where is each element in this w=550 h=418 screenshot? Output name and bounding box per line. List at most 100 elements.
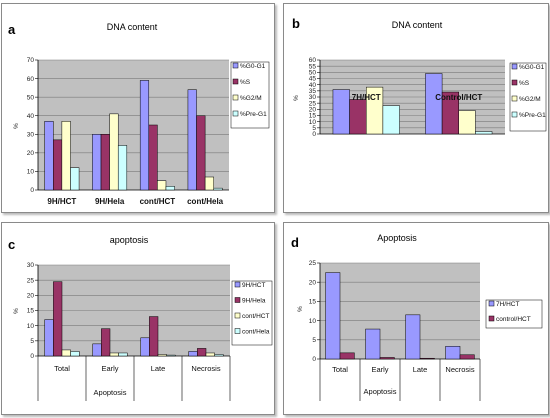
group-label: Apoptosis bbox=[364, 387, 397, 396]
y-tick-label: 70 bbox=[27, 57, 35, 64]
y-tick-label: 15 bbox=[309, 299, 317, 306]
category-label: Control/HCT bbox=[435, 93, 482, 102]
legend-label: %Pre-G1 bbox=[240, 111, 267, 118]
bar bbox=[405, 314, 421, 360]
bar bbox=[109, 113, 119, 191]
bar bbox=[61, 349, 71, 357]
chart-title: Apoptosis bbox=[377, 233, 417, 243]
y-tick-label: 5 bbox=[312, 337, 316, 344]
y-tick-label: 20 bbox=[309, 107, 317, 114]
category-label: 9H/HCT bbox=[47, 197, 76, 206]
panel-label: d bbox=[291, 235, 299, 250]
bar bbox=[118, 352, 128, 357]
bar bbox=[196, 115, 206, 191]
legend-swatch bbox=[232, 78, 239, 85]
bar bbox=[213, 187, 223, 191]
bar bbox=[349, 99, 367, 135]
bar bbox=[53, 281, 63, 357]
bar bbox=[139, 80, 150, 191]
bar bbox=[101, 328, 111, 357]
legend-swatch bbox=[232, 62, 239, 69]
y-tick-label: 50 bbox=[27, 94, 35, 101]
y-tick-label: 25 bbox=[309, 260, 317, 267]
bar bbox=[379, 357, 395, 360]
y-tick-label: 55 bbox=[309, 63, 317, 70]
legend-swatch bbox=[488, 300, 495, 307]
y-tick-label: 15 bbox=[27, 308, 35, 315]
y-tick-label: 45 bbox=[309, 76, 317, 83]
bar bbox=[339, 352, 355, 360]
legend-swatch bbox=[511, 95, 518, 102]
plot-area bbox=[320, 263, 480, 359]
y-tick-label: 10 bbox=[27, 323, 35, 330]
category-label: Early bbox=[371, 365, 388, 374]
y-tick-label: 0 bbox=[30, 353, 34, 360]
chart-panel-b: b DNA content 0 5 10 15 20 25 30 35 40 45 50 55 60% 7H/… bbox=[283, 3, 549, 213]
bar bbox=[109, 352, 119, 357]
legend-label: 9H/HCT bbox=[242, 282, 266, 289]
chart-title: DNA content bbox=[107, 22, 158, 32]
y-tick-label: 25 bbox=[27, 277, 35, 284]
bar bbox=[166, 354, 176, 357]
bar bbox=[205, 352, 215, 357]
bar bbox=[197, 348, 207, 357]
panel-label: a bbox=[8, 22, 16, 37]
bar bbox=[475, 131, 493, 135]
y-tick-label: 30 bbox=[27, 131, 35, 138]
chart-title: DNA content bbox=[392, 20, 443, 30]
y-tick-label: 40 bbox=[27, 113, 35, 120]
group-label: Apoptosis bbox=[94, 388, 127, 397]
legend-swatch bbox=[511, 79, 518, 86]
bar bbox=[92, 134, 102, 191]
legend-label: %S bbox=[519, 80, 530, 87]
legend-swatch bbox=[511, 63, 518, 70]
bar bbox=[70, 167, 80, 191]
legend-label: %Pre-G1 bbox=[519, 112, 546, 119]
y-tick-label: 10 bbox=[309, 119, 317, 126]
legend-swatch bbox=[234, 281, 241, 288]
y-axis-label: % bbox=[13, 308, 20, 314]
bar bbox=[44, 121, 54, 191]
y-tick-label: 15 bbox=[309, 113, 317, 120]
chart-panel-d: d Apoptosis 0 5 10 15 20 25% Total Early Late Necro… bbox=[283, 222, 549, 415]
y-tick-label: 10 bbox=[309, 318, 317, 325]
legend-label: %G0-G1 bbox=[519, 64, 545, 71]
legend-swatch bbox=[232, 94, 239, 101]
legend-swatch bbox=[232, 110, 239, 117]
y-tick-label: 0 bbox=[312, 356, 316, 363]
bar bbox=[204, 176, 214, 191]
legend-label: 9H/Hela bbox=[242, 298, 266, 305]
category-label: cont/Hela bbox=[187, 197, 224, 206]
bar bbox=[149, 316, 159, 357]
bar bbox=[100, 134, 110, 191]
category-label: Late bbox=[413, 365, 428, 374]
bar bbox=[157, 180, 167, 191]
chart-d: d Apoptosis 0 5 10 15 20 25% Total Early Late Necro… bbox=[291, 233, 543, 401]
panel-label: c bbox=[8, 237, 15, 252]
bar bbox=[53, 139, 63, 191]
bar bbox=[445, 346, 461, 360]
legend-swatch bbox=[234, 312, 241, 319]
y-tick-label: 0 bbox=[312, 131, 316, 138]
y-tick-label: 20 bbox=[309, 279, 317, 286]
category-label: Early bbox=[101, 364, 118, 373]
y-tick-label: 30 bbox=[27, 262, 35, 269]
legend-box bbox=[485, 299, 543, 329]
bar bbox=[165, 186, 175, 191]
legend-label: %S bbox=[240, 79, 251, 86]
y-tick-label: 60 bbox=[27, 76, 35, 83]
legend-label: control/HCT bbox=[496, 316, 531, 323]
legend-swatch bbox=[234, 328, 241, 334]
category-label: Necrosis bbox=[445, 365, 474, 374]
legend-label: %G2/M bbox=[240, 95, 262, 102]
bar bbox=[117, 145, 128, 191]
category-label: cont/HCT bbox=[140, 197, 176, 206]
y-tick-label: 20 bbox=[27, 150, 35, 157]
category-label: Total bbox=[54, 364, 70, 373]
category-label: 7H/HCT bbox=[352, 93, 381, 102]
chart-panel-a: a DNA content 0 10 20 30 40 50 60 70% 9H/HCT 9H/Hel… bbox=[1, 3, 275, 213]
y-tick-label: 20 bbox=[27, 293, 35, 300]
chart-title: apoptosis bbox=[110, 235, 149, 245]
bar bbox=[61, 121, 71, 191]
y-tick-label: 60 bbox=[309, 57, 317, 64]
